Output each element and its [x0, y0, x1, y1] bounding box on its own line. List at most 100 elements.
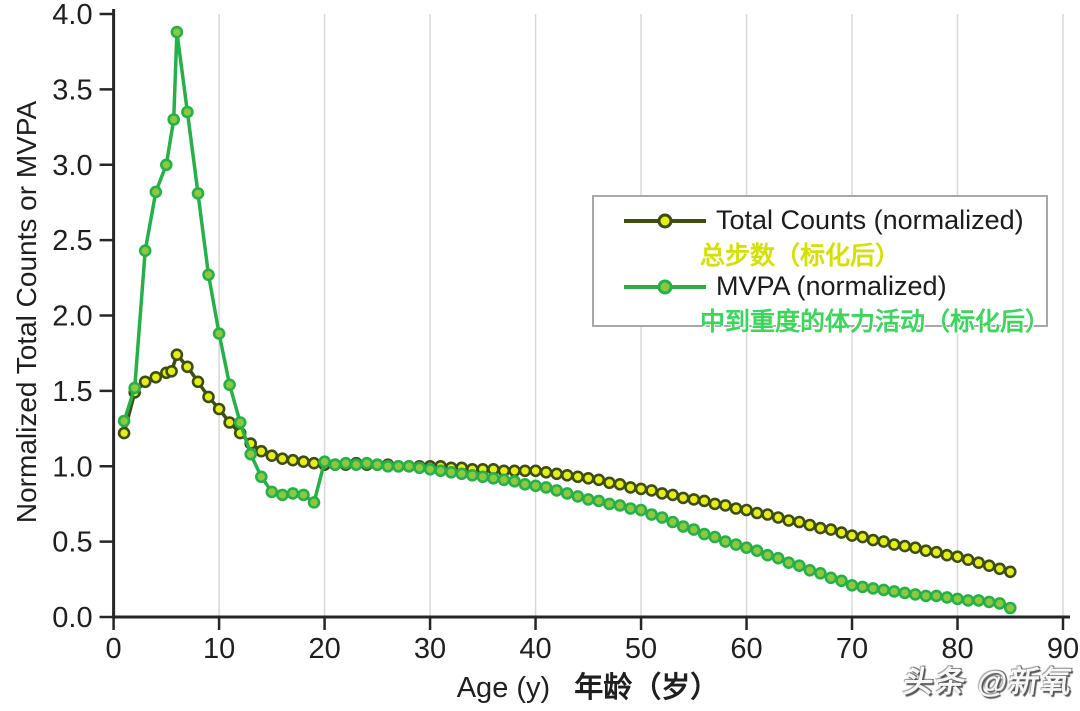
data-point — [782, 556, 796, 570]
data-point — [571, 470, 585, 484]
data-point — [982, 595, 996, 609]
data-point — [603, 497, 616, 511]
x-tick-label: 10 — [203, 633, 235, 665]
x-axis-title-en: Age (y) — [456, 672, 551, 704]
total-counts-line-swatch-icon — [624, 213, 706, 228]
data-point — [761, 548, 774, 562]
data-point — [465, 468, 479, 482]
data-point — [908, 588, 922, 601]
data-point — [771, 511, 785, 524]
data-point — [771, 551, 785, 565]
data-point — [845, 578, 859, 592]
data-point — [687, 523, 701, 536]
data-point — [167, 113, 180, 126]
data-point — [750, 506, 764, 520]
data-point — [165, 364, 178, 378]
data-point — [887, 538, 901, 551]
y-tick-label: 3.5 — [52, 74, 92, 106]
data-point — [761, 508, 774, 521]
data-point — [529, 464, 542, 478]
data-point — [697, 527, 711, 541]
data-point — [634, 503, 648, 517]
legend-row-total-counts-zh: 总步数（标化后） — [594, 237, 1046, 270]
data-point — [571, 490, 585, 503]
data-point — [951, 550, 964, 564]
data-point — [877, 535, 891, 548]
data-point — [181, 360, 194, 374]
data-point — [529, 479, 542, 493]
data-point — [835, 526, 848, 539]
data-point — [581, 493, 595, 506]
data-point — [223, 378, 236, 392]
y-axis-title: Normalized Total Counts or MVPA — [11, 100, 42, 524]
data-point — [550, 484, 564, 497]
data-point — [328, 458, 342, 472]
y-tick-label: 1.5 — [52, 376, 92, 408]
data-point — [782, 514, 796, 527]
data-point — [982, 559, 996, 573]
x-axis: 0 10 20 30 40 50 60 70 80 90 — [106, 615, 1079, 665]
data-point — [550, 467, 564, 481]
data-point — [655, 511, 669, 524]
data-point — [423, 462, 437, 476]
data-point — [750, 544, 764, 558]
legend-row-mvpa-zh: 中到重度的体力活动（标化后） — [594, 303, 1050, 336]
data-point — [518, 464, 532, 478]
data-point — [972, 594, 985, 607]
data-point — [508, 474, 521, 488]
data-point — [676, 520, 690, 533]
mvpa-line-swatch-icon — [624, 279, 706, 294]
watermark: 头条 @新氧 — [901, 666, 1076, 699]
data-point — [708, 497, 722, 511]
data-point — [402, 459, 416, 473]
data-point — [539, 465, 553, 479]
data-point — [223, 416, 236, 429]
data-point — [1003, 601, 1017, 615]
y-tick-label: 0.5 — [52, 527, 92, 559]
x-tick-label: 0 — [106, 633, 122, 665]
data-point — [824, 523, 838, 536]
data-point — [117, 414, 131, 428]
data-point — [940, 591, 954, 604]
data-point — [560, 487, 574, 500]
data-point — [908, 541, 922, 555]
data-point — [307, 496, 321, 509]
data-point — [191, 187, 205, 200]
data-point — [392, 459, 405, 473]
data-point — [381, 459, 395, 473]
data-point — [413, 461, 426, 475]
data-point — [276, 488, 289, 502]
data-point — [117, 426, 131, 440]
x-axis-title: Age (y) 年龄（岁） — [113, 664, 1063, 706]
data-point — [697, 494, 711, 508]
data-point — [518, 477, 532, 491]
data-point — [740, 541, 753, 555]
data-point — [687, 493, 701, 506]
data-point — [930, 589, 943, 603]
data-point — [845, 529, 859, 542]
data-point — [719, 499, 732, 512]
data-point — [476, 470, 490, 484]
data-point — [814, 521, 827, 535]
legend-label-total-counts: Total Counts (normalized) — [716, 205, 1024, 235]
data-point — [254, 470, 268, 484]
y-tick-label: 4.0 — [52, 0, 92, 31]
data-point — [624, 481, 637, 494]
data-point — [318, 455, 331, 469]
data-point — [349, 458, 363, 472]
data-point — [170, 348, 184, 362]
data-point — [740, 503, 753, 517]
legend: Total Counts (normalized) 总步数（标化后） MVPA … — [592, 195, 1050, 336]
data-point — [128, 381, 141, 395]
data-point — [508, 464, 521, 478]
data-point — [592, 473, 606, 487]
data-point — [719, 535, 732, 548]
data-point — [233, 416, 247, 429]
legend-label-total-counts-zh: 总步数（标化后） — [700, 241, 901, 270]
y-tick-label: 2.0 — [52, 301, 92, 333]
x-tick-label: 20 — [308, 633, 340, 665]
data-point — [265, 485, 279, 499]
data-point — [613, 477, 627, 491]
data-point — [202, 390, 215, 404]
